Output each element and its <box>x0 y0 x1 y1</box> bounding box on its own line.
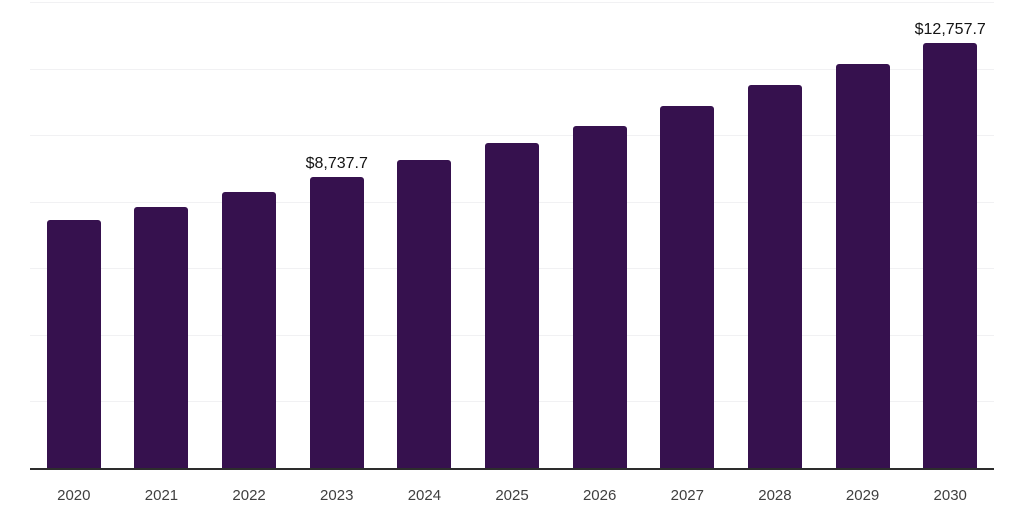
x-tick-2026: 2026 <box>582 487 617 504</box>
bar-slot-2027 <box>643 2 731 468</box>
bar-2022 <box>222 192 277 468</box>
bar-chart-figure: $8,737.7 $12,757.7 2020 2021 2022 2023 2024 20… <box>30 2 994 514</box>
x-tick-2029: 2029 <box>845 487 880 504</box>
bars-row: $8,737.7 $12,757.7 <box>30 2 994 468</box>
bar-2030: $12,757.7 <box>915 22 986 468</box>
x-tick-2022: 2022 <box>232 487 266 504</box>
bar-slot-2029 <box>819 2 907 468</box>
value-label-2023: $8,737.7 <box>305 155 368 173</box>
bar-slot-2024 <box>381 2 469 468</box>
bar-slot-2021 <box>118 2 206 468</box>
bar-slot-2022 <box>205 2 293 468</box>
bar-slot-2028 <box>731 2 819 468</box>
x-axis-labels: 2020 2021 2022 2023 2024 2025 2026 2027 2028 2029… <box>30 470 994 514</box>
bar-2024 <box>397 160 452 468</box>
bar-2028 <box>747 85 802 468</box>
x-tick-2020: 2020 <box>57 487 91 504</box>
x-tick-2030: 2030 <box>933 487 967 504</box>
x-tick-2025: 2025 <box>495 487 529 504</box>
bar-slot-2030: $12,757.7 <box>906 2 994 468</box>
gridline-10000 <box>30 135 994 137</box>
bar-2027 <box>660 105 715 468</box>
bar-2025 <box>485 142 540 468</box>
x-tick-2023: 2023 <box>320 487 354 504</box>
bar-slot-2025 <box>468 2 556 468</box>
gridline-14000 <box>30 2 994 3</box>
x-tick-2021: 2021 <box>144 487 179 504</box>
bar-2020 <box>46 220 101 468</box>
bar-slot-2026 <box>556 2 644 468</box>
plot-area: $8,737.7 $12,757.7 <box>30 2 994 470</box>
x-tick-2028: 2028 <box>758 487 792 504</box>
bar-slot-2023: $8,737.7 <box>293 2 381 468</box>
gridline-12000 <box>30 68 994 70</box>
value-label-2030: $12,757.7 <box>914 21 986 39</box>
bar-2029 <box>835 64 890 468</box>
bar-2021 <box>134 207 189 468</box>
bar-2023: $8,737.7 <box>306 156 368 468</box>
bar-2026 <box>572 126 627 468</box>
x-tick-2024: 2024 <box>407 487 442 504</box>
bar-slot-2020 <box>30 2 118 468</box>
x-tick-2027: 2027 <box>670 487 704 504</box>
